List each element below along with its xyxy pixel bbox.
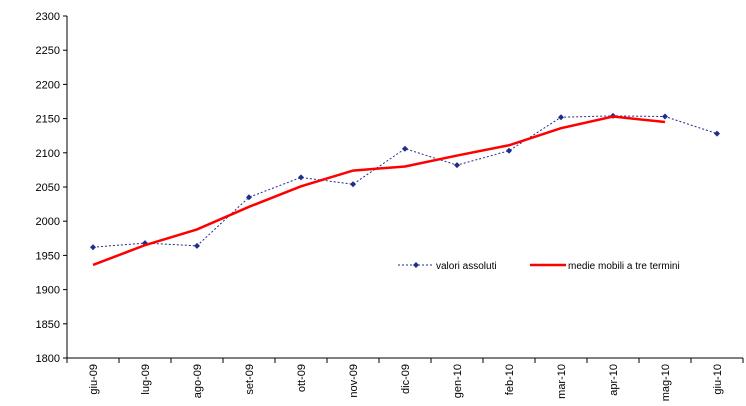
series-line <box>92 115 666 267</box>
point <box>506 147 512 154</box>
point <box>402 145 408 152</box>
series-line <box>92 115 718 248</box>
x-tick-label: set-09 <box>244 364 256 395</box>
point <box>298 174 304 181</box>
x-tick-label: feb-10 <box>504 364 516 395</box>
legend-label: valori assoluti <box>436 261 497 272</box>
point <box>454 162 460 169</box>
y-tick-label: 2300 <box>36 11 60 23</box>
x-tick-label: mar-10 <box>556 364 568 399</box>
y-tick-label: 1850 <box>36 319 60 331</box>
y-tick-label: 2100 <box>36 148 60 160</box>
point <box>90 244 96 251</box>
point <box>714 130 720 137</box>
x-tick-label: gen-10 <box>452 364 464 398</box>
x-tick-label: giu-09 <box>88 364 100 395</box>
y-tick-label: 1950 <box>36 250 60 262</box>
legend-label: medie mobili a tre termini <box>568 261 680 272</box>
x-tick-label: apr-10 <box>608 364 620 396</box>
x-tick-label: dic-09 <box>400 364 412 394</box>
y-tick-label: 2050 <box>36 182 60 194</box>
y-tick-label: 2200 <box>36 79 60 91</box>
x-tick-label: lug-09 <box>140 364 152 395</box>
x-tick-label: ago-09 <box>192 364 204 398</box>
point <box>246 194 252 201</box>
point <box>558 114 564 121</box>
y-tick-label: 1800 <box>36 353 60 365</box>
y-tick-label: 2250 <box>36 45 60 57</box>
point <box>194 242 200 249</box>
y-tick-label: 2150 <box>36 114 60 126</box>
y-tick-label: 2000 <box>36 216 60 228</box>
x-tick-label: nov-09 <box>348 364 360 398</box>
x-tick-label: mag-10 <box>660 364 672 401</box>
point <box>350 181 356 188</box>
point <box>662 113 668 120</box>
x-tick-label: ott-09 <box>296 364 308 392</box>
x-tick-label: giu-10 <box>712 364 724 395</box>
y-tick-label: 1900 <box>36 285 60 297</box>
legend-marker <box>413 262 419 268</box>
